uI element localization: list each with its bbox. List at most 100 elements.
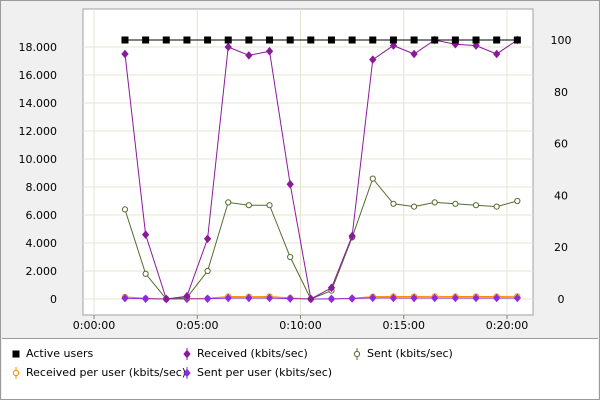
y-left-tick-label: 2.000 bbox=[26, 265, 58, 278]
data-point bbox=[493, 203, 500, 210]
data-point bbox=[141, 294, 150, 303]
data-point bbox=[327, 294, 336, 304]
legend-marker-icon bbox=[12, 366, 20, 379]
y-left-tick-label: 6.000 bbox=[26, 209, 58, 222]
data-point bbox=[410, 49, 418, 59]
y-left-tick-label: 16.000 bbox=[19, 69, 58, 82]
data-point bbox=[245, 51, 253, 60]
legend-marker-icon bbox=[183, 366, 191, 379]
data-point bbox=[224, 42, 232, 52]
legend-label: Active users bbox=[26, 347, 94, 360]
legend-label: Sent (kbits/sec) bbox=[367, 347, 453, 360]
data-point bbox=[224, 293, 232, 303]
legend-label: Received per user (kbits/sec) bbox=[26, 366, 187, 379]
y-left-tick-label: 4.000 bbox=[26, 237, 58, 250]
legend-item: Sent per user (kbits/sec) bbox=[181, 366, 332, 379]
data-point bbox=[390, 200, 397, 207]
y-left-tick-label: 8.000 bbox=[26, 181, 58, 194]
data-point bbox=[203, 294, 212, 303]
data-point bbox=[431, 36, 439, 44]
y-right-tick-label: 100 bbox=[551, 34, 572, 47]
data-point bbox=[389, 41, 398, 50]
data-point bbox=[369, 293, 377, 303]
data-point bbox=[431, 293, 439, 303]
plot-area bbox=[82, 8, 534, 316]
data-point bbox=[142, 36, 150, 44]
data-point bbox=[307, 36, 315, 44]
data-point bbox=[224, 36, 232, 44]
data-point bbox=[348, 231, 356, 241]
data-point bbox=[513, 293, 521, 303]
data-point bbox=[369, 36, 377, 44]
data-point bbox=[410, 36, 418, 44]
data-point bbox=[410, 203, 418, 210]
y-left-tick-label: 10.000 bbox=[19, 153, 58, 166]
data-point bbox=[121, 293, 129, 303]
x-tick-label: 0:15:00 bbox=[383, 319, 425, 332]
legend-label: Sent per user (kbits/sec) bbox=[197, 366, 333, 379]
data-point bbox=[245, 36, 253, 44]
data-point bbox=[472, 202, 480, 209]
data-point bbox=[389, 293, 398, 303]
data-point bbox=[245, 202, 252, 209]
data-point bbox=[141, 230, 150, 239]
data-point bbox=[287, 253, 294, 261]
data-point bbox=[162, 294, 170, 304]
data-point bbox=[162, 36, 170, 44]
legend-marker-icon bbox=[353, 347, 361, 360]
data-point bbox=[472, 41, 480, 50]
data-point bbox=[472, 36, 480, 44]
data-point bbox=[493, 36, 501, 44]
data-point bbox=[493, 49, 501, 59]
data-point bbox=[327, 36, 335, 44]
y-right-tick-label: 80 bbox=[554, 86, 568, 99]
y-left-tick-label: 18.000 bbox=[19, 41, 58, 54]
legend-marker bbox=[183, 368, 191, 377]
data-point bbox=[265, 293, 274, 303]
legend-item: Sent (kbits/sec) bbox=[351, 347, 453, 360]
series-line bbox=[124, 177, 518, 300]
data-point bbox=[348, 294, 356, 303]
data-point bbox=[204, 267, 211, 275]
data-point bbox=[121, 49, 129, 59]
y-right-tick-label: 0 bbox=[558, 293, 565, 306]
data-point bbox=[410, 293, 418, 303]
data-point bbox=[286, 179, 294, 189]
data-point bbox=[286, 36, 294, 44]
data-point bbox=[286, 294, 294, 303]
data-point bbox=[369, 55, 377, 64]
data-point bbox=[266, 36, 274, 44]
y-right-tick-label: 40 bbox=[554, 189, 568, 202]
data-point bbox=[451, 293, 460, 303]
y-left-tick-label: 0 bbox=[50, 293, 57, 306]
y-left-tick-label: 14.000 bbox=[19, 97, 58, 110]
data-point bbox=[493, 293, 501, 303]
data-point bbox=[204, 36, 212, 44]
data-point bbox=[348, 36, 356, 44]
data-point bbox=[431, 199, 438, 206]
y-right-tick-label: 60 bbox=[554, 138, 568, 151]
legend-item: Received (kbits/sec) bbox=[181, 347, 308, 360]
x-tick-label: 0:10:00 bbox=[279, 319, 321, 332]
x-tick-label: 0:00:00 bbox=[73, 319, 115, 332]
data-point bbox=[513, 36, 521, 44]
x-tick-label: 0:20:00 bbox=[486, 319, 528, 332]
data-point bbox=[203, 234, 212, 244]
y-right-tick-label: 20 bbox=[554, 241, 568, 254]
x-tick-label: 0:05:00 bbox=[176, 319, 218, 332]
legend-marker-icon bbox=[12, 350, 20, 357]
legend-item: Received per user (kbits/sec) bbox=[10, 366, 186, 379]
series-sent-per-user-kbits-sec bbox=[121, 293, 521, 304]
line-chart: 0 2.000 4.000 6.000 8.000 10.000 12.000 14.000 1… bbox=[19, 8, 572, 332]
data-point bbox=[452, 200, 459, 207]
legend-marker bbox=[12, 350, 20, 357]
data-point bbox=[183, 291, 191, 301]
series-active-users bbox=[121, 36, 521, 44]
data-point bbox=[183, 36, 191, 44]
data-point bbox=[451, 36, 459, 44]
legend-marker bbox=[12, 369, 20, 376]
data-point bbox=[307, 294, 315, 304]
data-point bbox=[121, 36, 129, 44]
legend-marker bbox=[353, 350, 361, 357]
